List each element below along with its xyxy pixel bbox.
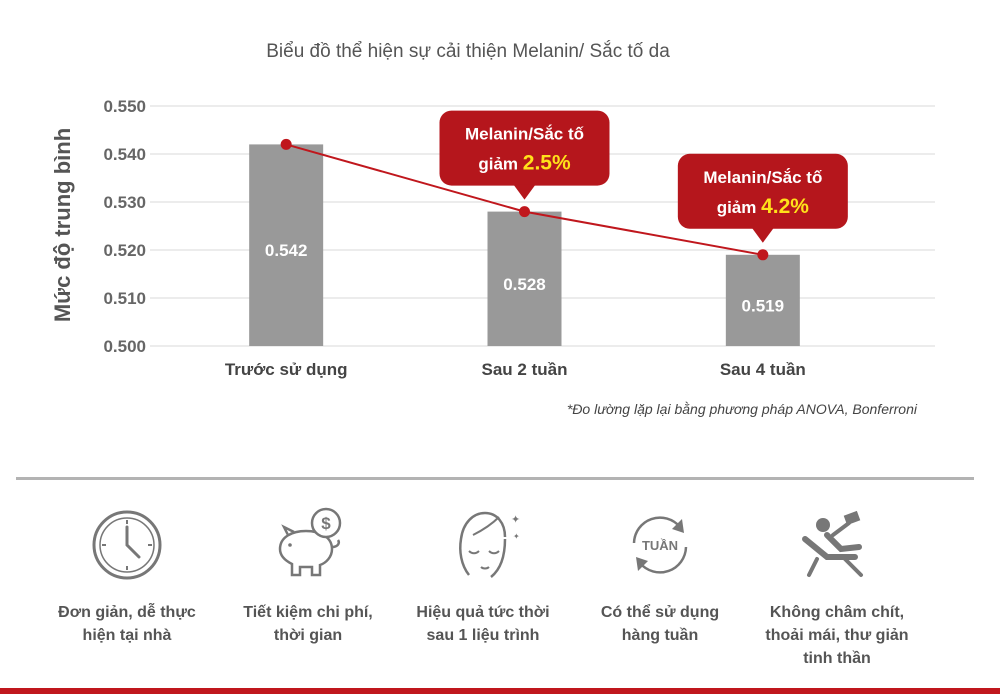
x-tick-label: Sau 4 tuần — [720, 360, 806, 379]
clock-icon — [92, 510, 162, 580]
trend-point — [757, 249, 769, 261]
x-tick-label: Trước sử dụng — [225, 360, 348, 379]
relax-chair-icon — [802, 510, 863, 577]
feature-label: Hiệu quả tức thời sau 1 liệu trình — [416, 604, 550, 644]
x-axis: Trước sử dụng Sau 2 tuần Sau 4 tuần — [225, 360, 806, 379]
y-tick-label: 0.550 — [103, 97, 146, 116]
bar — [725, 254, 800, 346]
y-tick-label: 0.500 — [103, 337, 146, 356]
y-axis-label: Mức độ trung bình — [50, 128, 75, 322]
trend-point — [280, 138, 292, 150]
bar — [249, 144, 324, 346]
callout-title: Melanin/Sắc tố — [703, 168, 822, 187]
feature-label: Có thể sử dụng hàng tuần — [600, 604, 720, 644]
callout-title: Melanin/Sắc tố — [465, 125, 584, 144]
feature-label: Đơn giản, dễ thực hiện tại nhà — [58, 604, 196, 644]
svg-text:✦: ✦ — [511, 514, 520, 526]
feature-weekly: TUẦN Có thể sử dụng hàng tuần — [580, 505, 740, 647]
footnote: *Đo lường lặp lại bằng phương pháp ANOVA… — [567, 401, 918, 417]
feature-effect: ✦ ✦ Hiệu quả tức thời sau 1 liệu trình — [403, 505, 563, 647]
callout: Melanin/Sắc tố giảm 4.2% — [677, 153, 848, 243]
chart-title: Biểu đồ thể hiện sự cải thiện Melanin/ S… — [266, 40, 670, 62]
svg-text:TUẦN: TUẦN — [642, 538, 678, 553]
piggy-bank-icon: $ — [278, 507, 342, 577]
weekly-cycle-icon: TUẦN — [632, 516, 688, 574]
callout-value: giảm 2.5% — [478, 152, 571, 175]
y-tick-label: 0.530 — [103, 193, 146, 212]
trend-line — [280, 138, 769, 261]
y-tick-label: 0.520 — [103, 241, 146, 260]
footer-bar — [0, 688, 1000, 694]
bars: 0.542 0.528 0.519 — [249, 144, 800, 346]
x-tick-label: Sau 2 tuần — [482, 360, 568, 379]
chart: Biểu đồ thể hiện sự cải thiện Melanin/ S… — [50, 40, 935, 417]
divider — [16, 477, 974, 480]
feature-label: Không châm chít, thoải mái, thư giản tin… — [765, 604, 909, 667]
svg-text:✦: ✦ — [513, 532, 520, 541]
feature-simple: Đơn giản, dễ thực hiện tại nhà — [47, 505, 207, 647]
face-icon: ✦ ✦ — [459, 511, 520, 578]
callout-value: giảm 4.2% — [717, 195, 810, 218]
feature-label: Tiết kiệm chi phí, thời gian — [243, 604, 373, 644]
y-tick-label: 0.510 — [103, 289, 146, 308]
bar — [487, 211, 562, 346]
data-label: 0.528 — [503, 275, 546, 294]
callout: Melanin/Sắc tố giảm 2.5% — [439, 110, 610, 200]
feature-saving: $ Tiết kiệm chi phí, thời gian — [228, 505, 388, 647]
svg-text:$: $ — [321, 514, 331, 533]
data-label: 0.542 — [265, 241, 308, 260]
trend-point — [519, 206, 530, 218]
feature-relax: Không châm chít, thoải mái, thư giản tin… — [757, 505, 917, 670]
data-label: 0.519 — [742, 296, 785, 315]
y-tick-label: 0.540 — [103, 145, 146, 164]
y-axis: 0.550 0.540 0.530 0.520 0.510 0.500 — [103, 97, 146, 356]
callouts: Melanin/Sắc tố giảm 2.5% Melanin/Sắc tố giả… — [439, 110, 848, 243]
